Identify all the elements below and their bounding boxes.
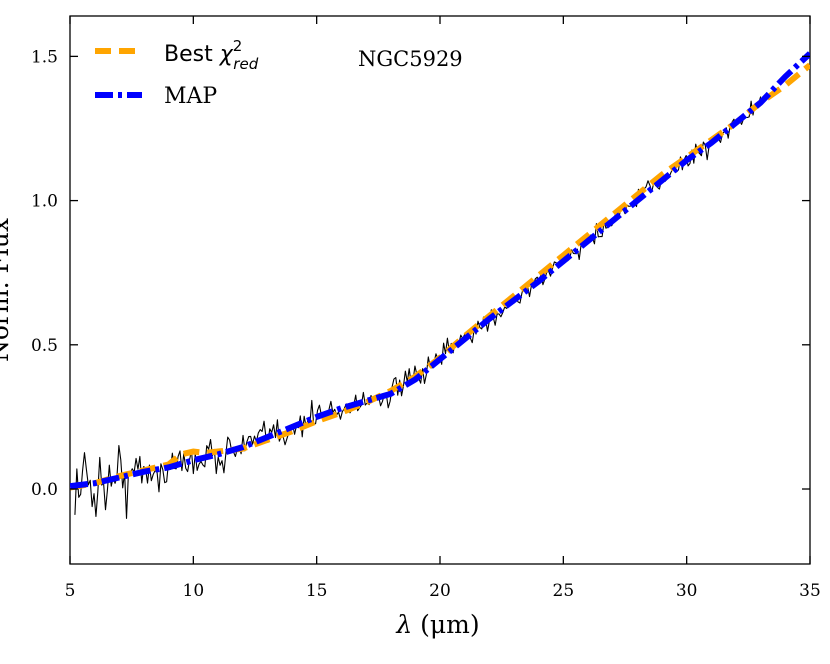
legend: Best χ2 red MAP <box>95 37 259 109</box>
x-tick-label: 20 <box>429 581 451 601</box>
y-tick-label: 1.5 <box>31 47 58 67</box>
galaxy-annotation: NGC5929 <box>358 47 463 71</box>
y-axis-label: Norm. Flux <box>0 218 14 362</box>
y-tick-label: 1.0 <box>31 192 58 212</box>
series-best-chi2-line <box>70 62 810 491</box>
x-tick-label: 5 <box>65 581 76 601</box>
x-tick-label: 15 <box>306 581 328 601</box>
x-tick-label: 35 <box>799 581 821 601</box>
legend-label-map: MAP <box>164 84 217 109</box>
y-tick-label: 0.5 <box>31 336 58 356</box>
x-axis-label: λ (μm) <box>395 610 479 639</box>
legend-label-best-chi2: Best χ2 red <box>164 37 259 73</box>
x-tick-label: 30 <box>676 581 698 601</box>
x-tick-label: 10 <box>183 581 205 601</box>
x-tick-label: 25 <box>553 581 575 601</box>
series-observed-spectrum <box>74 96 762 519</box>
series-map-line <box>70 51 810 490</box>
y-tick-label: 0.0 <box>31 480 58 500</box>
